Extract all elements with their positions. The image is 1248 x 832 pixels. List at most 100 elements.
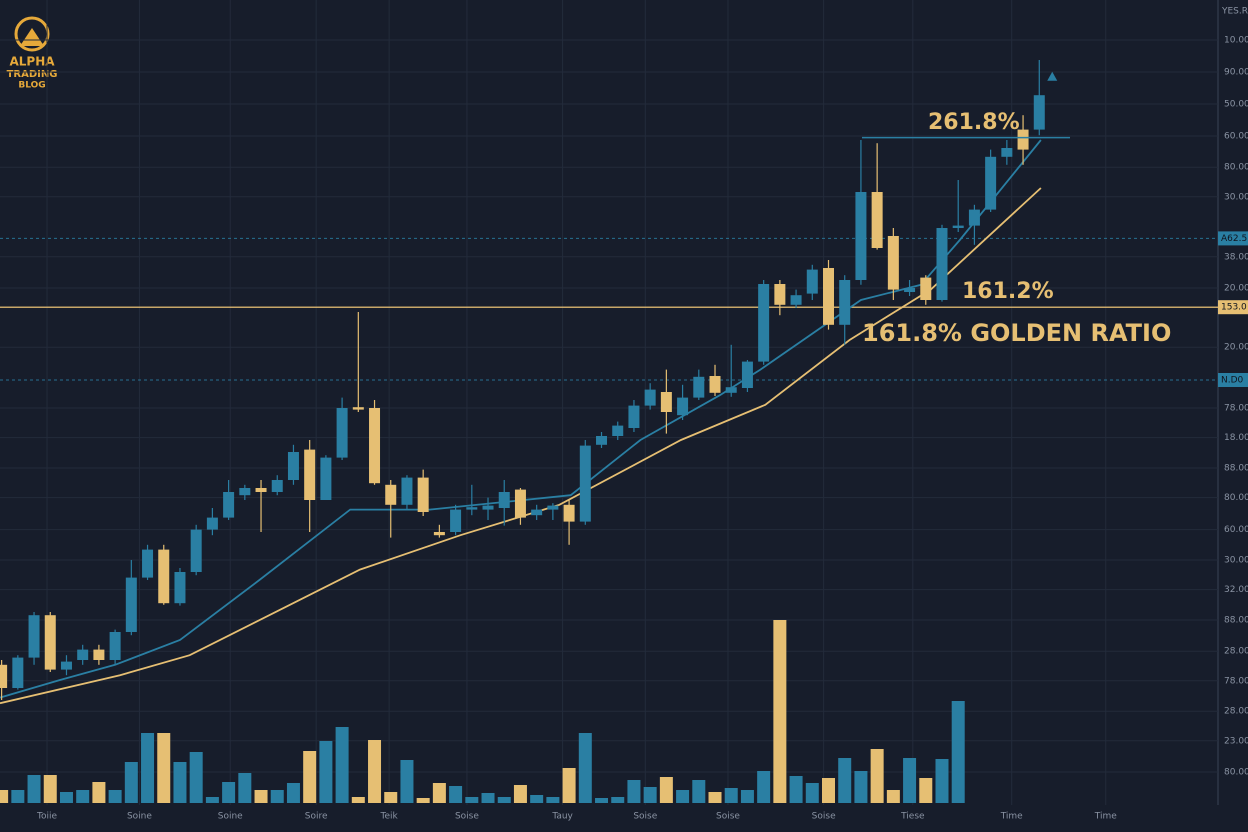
y-tick-label: 80.00 bbox=[1224, 163, 1248, 173]
annotation: 261.8% bbox=[928, 110, 1020, 135]
volume-bar bbox=[189, 752, 203, 803]
y-tick-label: 28.00 bbox=[1224, 707, 1248, 717]
candle-body bbox=[174, 572, 186, 604]
volume-bar bbox=[141, 733, 155, 803]
candle-body bbox=[741, 361, 753, 388]
y-tick-label: 20.00 bbox=[1224, 284, 1248, 294]
candle-body bbox=[352, 407, 364, 410]
volume-bar bbox=[384, 792, 398, 803]
volume-bar bbox=[27, 775, 41, 803]
candle-body bbox=[725, 387, 737, 393]
candle-body bbox=[839, 280, 851, 325]
logo-text: BLOG bbox=[18, 81, 45, 91]
candle-body bbox=[158, 549, 170, 604]
candle-body bbox=[109, 632, 121, 660]
volume-bar bbox=[546, 797, 560, 803]
volume-bar bbox=[724, 788, 738, 803]
volume-bar bbox=[222, 782, 236, 803]
candle-body bbox=[871, 192, 883, 248]
y-tick-label: 50.00 bbox=[1224, 100, 1248, 110]
volume-bar bbox=[513, 785, 527, 803]
y-tick-label: 78.00 bbox=[1224, 404, 1248, 414]
volume-bar bbox=[173, 762, 187, 803]
volume-bar bbox=[870, 749, 884, 803]
volume-bar bbox=[11, 790, 25, 803]
y-tick-label: 30.00 bbox=[1224, 192, 1248, 202]
logo-text: ALPHA bbox=[9, 55, 55, 69]
volume-bar bbox=[270, 790, 284, 803]
volume-bar bbox=[157, 733, 171, 803]
volume-bar bbox=[432, 783, 446, 803]
volume-bar bbox=[238, 773, 252, 803]
price-label: A62.5 bbox=[1221, 234, 1247, 244]
candle-body bbox=[12, 657, 24, 688]
x-tick-label: Soine bbox=[127, 812, 152, 822]
candle-body bbox=[612, 425, 624, 436]
volume-bar bbox=[530, 795, 544, 803]
candle-body bbox=[385, 484, 397, 505]
candle-body bbox=[255, 488, 267, 492]
x-tick-label: Teik bbox=[380, 812, 399, 822]
candle-body bbox=[514, 489, 526, 518]
candle-body bbox=[44, 615, 56, 670]
y-tick-label: 60.00 bbox=[1224, 525, 1248, 535]
volume-bar bbox=[773, 620, 787, 803]
candle-body bbox=[887, 236, 899, 290]
volume-bar bbox=[676, 790, 690, 803]
volume-bar bbox=[368, 740, 382, 803]
volume-bar bbox=[303, 751, 317, 803]
candle-body bbox=[433, 532, 445, 536]
volume-bar bbox=[59, 792, 73, 803]
x-tick-label: Time bbox=[1094, 812, 1117, 822]
candle-body bbox=[660, 392, 672, 412]
price-label-box bbox=[1218, 373, 1248, 387]
candle-body bbox=[1001, 148, 1013, 157]
candle-body bbox=[60, 661, 72, 670]
volume-bar bbox=[254, 790, 268, 803]
candle-body bbox=[936, 228, 948, 300]
candle-body bbox=[271, 480, 283, 492]
volume-bar bbox=[611, 797, 625, 803]
volume-bar bbox=[92, 782, 106, 803]
price-label-box bbox=[1218, 231, 1248, 246]
candle-body bbox=[579, 445, 591, 522]
candle-body bbox=[223, 492, 235, 518]
candle-body bbox=[709, 376, 721, 393]
y-tick-label: 18.00 bbox=[1224, 433, 1248, 443]
volume-bar bbox=[286, 783, 300, 803]
annotation: 161.2% bbox=[962, 279, 1054, 304]
moving-average bbox=[0, 187, 1042, 705]
price-label-box bbox=[1218, 300, 1248, 315]
volume-bar bbox=[76, 790, 90, 803]
x-tick-label: Soise bbox=[633, 812, 657, 822]
candle-body bbox=[855, 192, 867, 280]
candle-body bbox=[401, 477, 413, 505]
candle-body bbox=[563, 504, 575, 522]
candle-body bbox=[968, 209, 980, 226]
candle-body bbox=[596, 436, 608, 445]
candle-body bbox=[125, 577, 137, 632]
candle-body bbox=[498, 492, 510, 508]
y-tick-label: 30.00 bbox=[1224, 556, 1248, 566]
volume-bar bbox=[562, 768, 576, 803]
y-tick-label: 28.00 bbox=[1224, 647, 1248, 657]
x-tick-label: Time bbox=[1000, 812, 1023, 822]
candle-body bbox=[206, 517, 218, 530]
volume-bar bbox=[400, 760, 414, 803]
y-tick-label: 60.00 bbox=[1224, 132, 1248, 142]
y-axis-label: YES.R bbox=[1221, 7, 1248, 17]
volume-bar bbox=[903, 758, 917, 803]
volume-bar bbox=[854, 771, 868, 803]
volume-bar bbox=[578, 733, 592, 803]
candle-body bbox=[466, 507, 478, 510]
candle-body bbox=[952, 225, 964, 228]
candle-body bbox=[239, 488, 251, 496]
volume-bar bbox=[319, 741, 333, 803]
candle-body bbox=[985, 156, 997, 210]
y-tick-label: 88.00 bbox=[1224, 616, 1248, 626]
volume-bar bbox=[838, 758, 852, 803]
volume-bar bbox=[886, 790, 900, 803]
